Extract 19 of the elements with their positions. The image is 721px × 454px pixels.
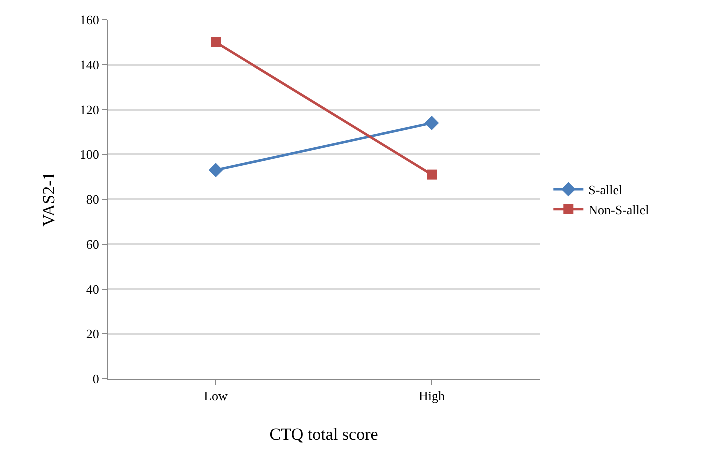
x-tick-label: High [419,388,446,404]
y-tick-label: 60 [86,236,100,252]
legend-label: S-allel [588,182,623,198]
point [424,116,440,130]
point [427,170,437,180]
point [208,163,224,178]
x-axis-title: CTQ total score [270,425,378,444]
y-tick-label: 40 [86,282,100,297]
y-tick-label: 0 [92,372,100,387]
y-tick-label: 140 [80,57,100,72]
legend-label: Non-S-allel [588,202,650,218]
y-tick-label: 20 [86,326,100,342]
y-tick-label: 100 [80,147,100,162]
y-tick-label: 80 [86,192,100,208]
y-tick-label: 160 [80,12,100,28]
y-axis-title: VAS2-1 [39,172,58,227]
y-tick-label: 120 [80,102,100,118]
x-tick-label: Low [204,388,229,404]
point [211,37,221,48]
